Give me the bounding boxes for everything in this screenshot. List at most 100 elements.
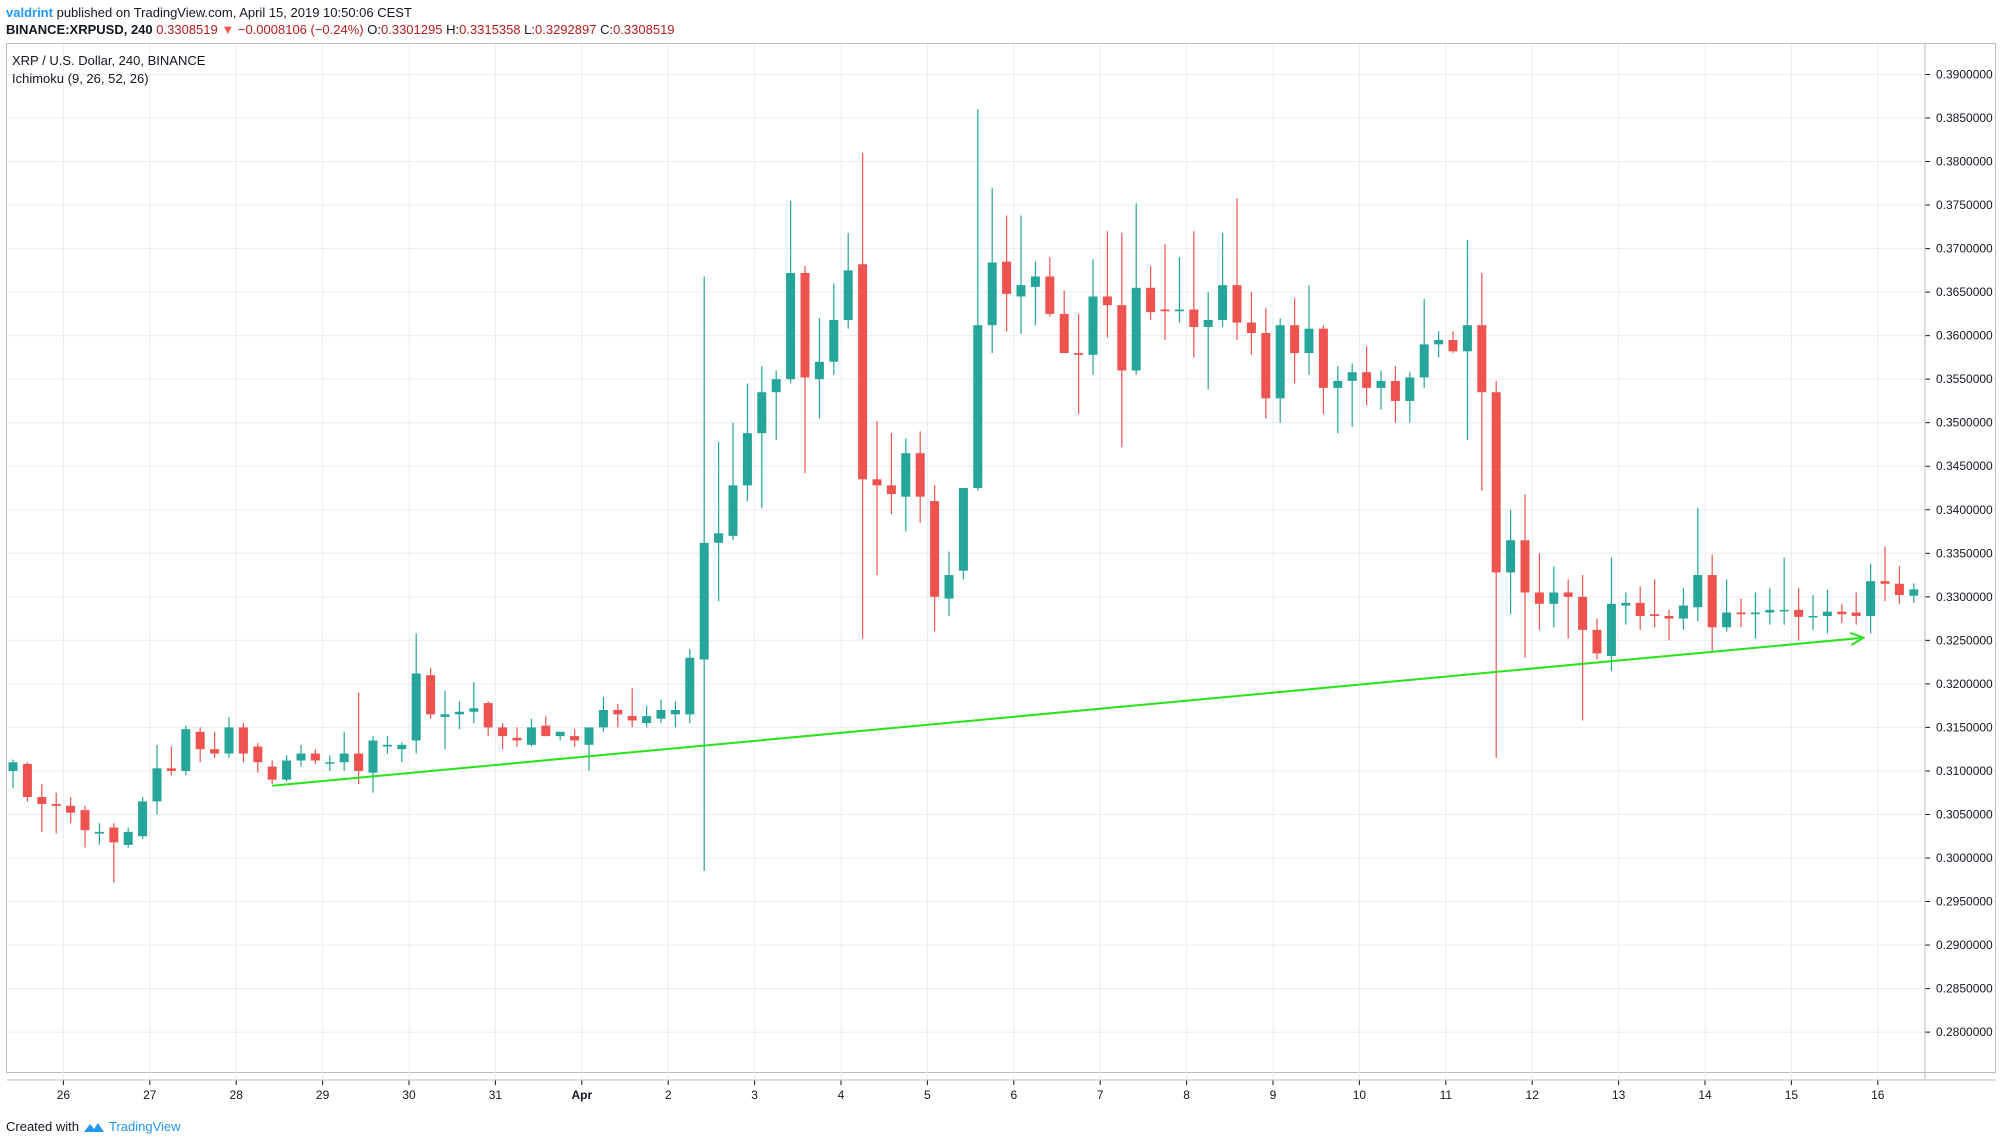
candle-up[interactable] <box>123 827 133 848</box>
candle-down[interactable] <box>1851 592 1861 625</box>
candle-up[interactable] <box>1822 589 1832 634</box>
candle-up[interactable] <box>469 682 479 724</box>
candle-down[interactable] <box>1448 331 1458 354</box>
candle-up[interactable] <box>1275 318 1285 423</box>
tradingview-brand[interactable]: TradingView <box>108 1119 181 1134</box>
chart-frame[interactable] <box>6 43 1996 1073</box>
candle-down[interactable] <box>800 266 810 474</box>
candle-down[interactable] <box>80 805 90 848</box>
candle-up[interactable] <box>1088 259 1098 375</box>
candle-down[interactable] <box>1232 198 1242 340</box>
candle-down[interactable] <box>1390 366 1400 423</box>
candle-down[interactable] <box>1160 244 1170 340</box>
candle-up[interactable] <box>829 283 839 375</box>
candle-up[interactable] <box>771 370 781 441</box>
candle-up[interactable] <box>1030 261 1040 326</box>
candle-down[interactable] <box>37 784 47 832</box>
candle-down[interactable] <box>195 727 205 763</box>
candle-down[interactable] <box>1534 553 1544 630</box>
candle-up[interactable] <box>987 187 997 354</box>
candle-down[interactable] <box>1362 346 1372 406</box>
candle-down[interactable] <box>354 692 364 784</box>
candle-up[interactable] <box>1174 257 1184 323</box>
candle-up[interactable] <box>1909 583 1919 604</box>
candle-down[interactable] <box>512 727 522 747</box>
candle-down[interactable] <box>1477 272 1487 491</box>
candle-up[interactable] <box>138 797 148 839</box>
candle-down[interactable] <box>1894 566 1904 604</box>
candle-up[interactable] <box>1462 239 1472 441</box>
candle-up[interactable] <box>1808 595 1818 630</box>
candle-down[interactable] <box>1837 603 1847 623</box>
candle-down[interactable] <box>1261 307 1271 419</box>
author-name[interactable]: valdrint <box>6 5 53 20</box>
candle-up[interactable] <box>1606 557 1616 671</box>
candle-down[interactable] <box>1707 555 1717 651</box>
candle-up[interactable] <box>555 731 565 741</box>
candle-up[interactable] <box>296 744 306 767</box>
candle-down[interactable] <box>22 762 32 802</box>
candle-down[interactable] <box>109 823 119 883</box>
candle-up[interactable] <box>728 422 738 541</box>
candle-up[interactable] <box>411 633 421 754</box>
candle-up[interactable] <box>1347 363 1357 428</box>
candle-down[interactable] <box>1578 575 1588 721</box>
candle-down[interactable] <box>1664 609 1674 641</box>
candle-down[interactable] <box>872 420 882 576</box>
candle-down[interactable] <box>1246 292 1256 355</box>
candle-down[interactable] <box>1102 231 1112 338</box>
candle-up[interactable] <box>814 318 824 419</box>
candle-up[interactable] <box>1693 508 1703 622</box>
candle-up[interactable] <box>1203 292 1213 390</box>
candle-up[interactable] <box>786 200 796 384</box>
candle-up[interactable] <box>181 725 191 776</box>
candle-down[interactable] <box>238 723 248 763</box>
candle-down[interactable] <box>1059 290 1069 354</box>
candle-up[interactable] <box>656 699 666 724</box>
candle-down[interactable] <box>1563 579 1573 639</box>
candle-up[interactable] <box>685 649 695 724</box>
candle-up[interactable] <box>699 276 709 872</box>
candle-down[interactable] <box>498 723 508 750</box>
candle-down[interactable] <box>1880 546 1890 602</box>
candle-up[interactable] <box>282 755 292 782</box>
candle-up[interactable] <box>325 755 335 771</box>
candle-down[interactable] <box>930 485 940 632</box>
candle-up[interactable] <box>8 759 18 789</box>
candle-down[interactable] <box>1002 215 1012 332</box>
candle-down[interactable] <box>1736 598 1746 628</box>
candle-down[interactable] <box>1146 266 1156 320</box>
candle-down[interactable] <box>166 746 176 776</box>
candle-up[interactable] <box>440 690 450 750</box>
candle-down[interactable] <box>253 743 263 773</box>
candle-down[interactable] <box>1074 313 1084 414</box>
candle-up[interactable] <box>1779 557 1789 625</box>
candle-down[interactable] <box>858 152 868 639</box>
candle-down[interactable] <box>1491 380 1501 758</box>
candle-down[interactable] <box>310 749 320 764</box>
candle-up[interactable] <box>1405 372 1415 423</box>
candle-up[interactable] <box>1304 285 1314 375</box>
candle-down[interactable] <box>886 433 896 515</box>
candle-up[interactable] <box>1866 563 1876 634</box>
candle-up[interactable] <box>1376 370 1386 410</box>
candle-down[interactable] <box>1318 325 1328 414</box>
candle-down[interactable] <box>1592 618 1602 660</box>
candle-up[interactable] <box>973 109 983 491</box>
candle-down[interactable] <box>1520 494 1530 658</box>
candle-down[interactable] <box>267 760 277 784</box>
candle-up[interactable] <box>1621 592 1631 625</box>
candle-up[interactable] <box>1678 588 1688 630</box>
candle-down[interactable] <box>1045 257 1055 317</box>
candle-down[interactable] <box>541 716 551 737</box>
candle-up[interactable] <box>1016 215 1026 334</box>
candle-down[interactable] <box>570 729 580 747</box>
candle-up[interactable] <box>339 731 349 771</box>
candle-up[interactable] <box>1722 579 1732 632</box>
candle-up[interactable] <box>843 232 853 329</box>
legend-indicator[interactable]: Ichimoku (9, 26, 52, 26) <box>12 71 149 86</box>
candle-down[interactable] <box>483 701 493 737</box>
candle-up[interactable] <box>1333 366 1343 434</box>
candle-up[interactable] <box>94 823 104 845</box>
candle-up[interactable] <box>368 736 378 793</box>
